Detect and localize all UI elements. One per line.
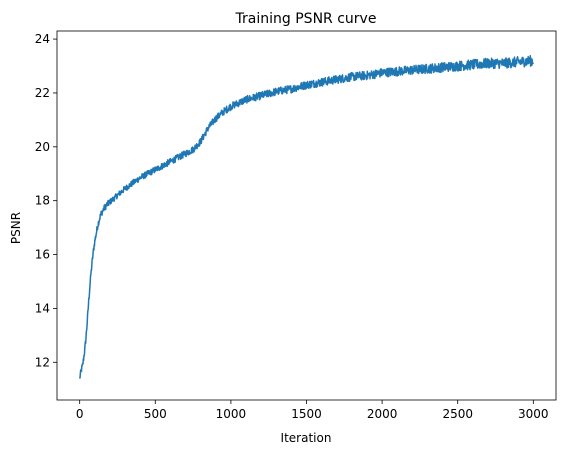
x-tick-label: 0 [76,407,84,421]
axes: 0 500 1000 1500 2000 2500 3000 12 14 16 18 20 22 24 [35,30,557,421]
y-tick-label: 12 [35,355,50,369]
y-tick-label: 24 [35,32,50,46]
y-tick-label: 20 [35,140,50,154]
y-tick-label: 16 [35,248,50,262]
chart-title: Training PSNR curve [235,11,377,27]
x-tick-label: 500 [144,407,167,421]
y-tick-label: 14 [35,301,50,315]
y-tick-label: 18 [35,194,50,208]
series-line [78,54,534,379]
x-axis-title: Iteration [281,431,332,445]
x-tick-label: 1000 [216,407,247,421]
x-tick-label: 2000 [367,407,398,421]
x-tick-label: 2500 [442,407,473,421]
plot-area [78,54,534,379]
x-tick-label: 3000 [518,407,549,421]
x-tick-label: 1500 [291,407,322,421]
y-tick-label: 22 [35,86,50,100]
y-axis-title: PSNR [9,212,23,244]
